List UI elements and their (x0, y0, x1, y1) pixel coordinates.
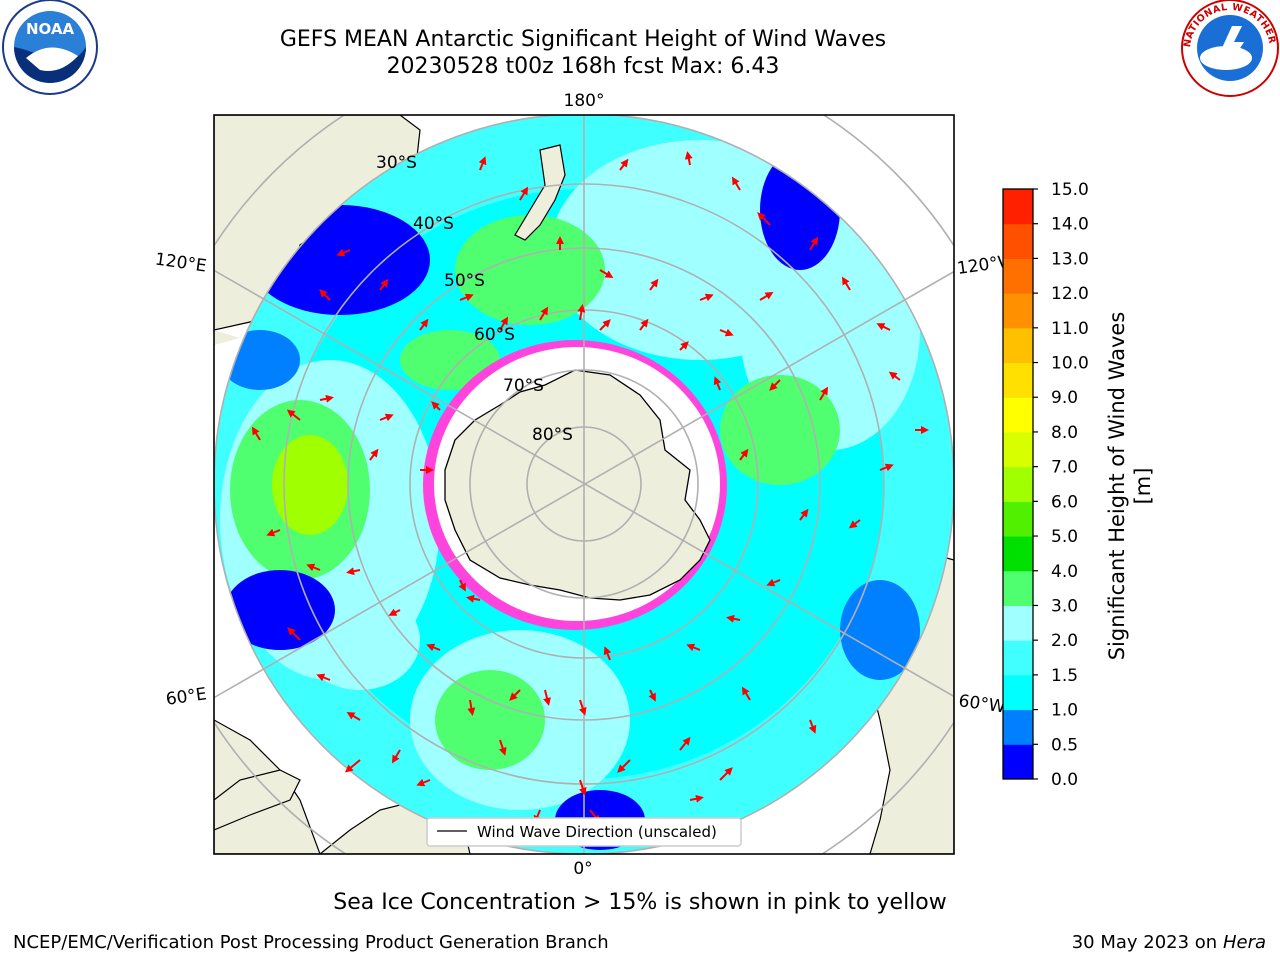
colorbar-bin (1003, 189, 1033, 225)
colorbar-bin (1003, 501, 1033, 537)
colorbar-tick-label: 10.0 (1051, 354, 1089, 374)
map-legend: Wind Wave Direction (unscaled) (426, 817, 742, 847)
sea-ice-note: Sea Ice Concentration > 15% is shown in … (333, 890, 947, 915)
colorbar-tick-label: 9.0 (1051, 388, 1078, 408)
colorbar-tick-label: 7.0 (1051, 458, 1078, 478)
page-title: GEFS MEAN Antarctic Significant Height o… (279, 27, 887, 52)
legend-label: Wind Wave Direction (unscaled) (477, 823, 717, 841)
colorbar-bin (1003, 709, 1033, 745)
page-subtitle: 20230528 t00z 168h fcst Max: 6.43 (386, 54, 780, 79)
colorbar-bin (1003, 570, 1033, 606)
nws-logo-text: NATIONAL WEATHER SERVICE (0, 0, 1277, 48)
colorbar-bin (1003, 605, 1033, 641)
footer-credit: NCEP/EMC/Verification Post Processing Pr… (13, 932, 609, 953)
colorbar-tick-label: 5.0 (1051, 527, 1078, 547)
colorbar-bin (1003, 640, 1033, 676)
colorbar-tick-label: 6.0 (1051, 492, 1078, 512)
lon-label-60e: 60°E (165, 684, 208, 709)
footer-host: Hera (1222, 932, 1266, 953)
lon-label-180: 180° (564, 91, 605, 111)
colorbar: 0.0 0.5 1.0 1.5 2.0 3.0 4.0 5.0 6.0 7.0 8.0 9.0 10.0… (1002, 180, 1089, 790)
colorbar-bin (1003, 431, 1033, 468)
lat-label-60s: 60°S (474, 325, 515, 345)
colorbar-tick-label: 13.0 (1051, 249, 1089, 269)
noaa-logo-icon: NOAA (2, 0, 98, 95)
lon-label-120e: 120°E (154, 250, 208, 277)
lat-label-30s: 30°S (376, 153, 417, 173)
colorbar-title: Significant Height of Wind Waves [m] (1105, 311, 1155, 661)
colorbar-bin (1003, 327, 1033, 364)
colorbar-tick-label: 0.0 (1051, 770, 1078, 790)
colorbar-bin (1003, 397, 1033, 433)
colorbar-frame (1002, 188, 1034, 780)
colorbar-tick-label: 4.0 (1051, 562, 1078, 582)
colorbar-bin (1003, 744, 1033, 780)
colorbar-bin (1003, 674, 1033, 711)
lat-label-80s: 80°S (532, 425, 573, 445)
colorbar-bin (1003, 258, 1033, 294)
colorbar-tick-label: 1.5 (1051, 666, 1078, 686)
svg-text:NATIONAL WEATHER SERVICE: NATIONAL WEATHER SERVICE (0, 0, 1278, 48)
colorbar-bin (1003, 293, 1033, 329)
lat-label-40s: 40°S (413, 214, 454, 234)
lon-label-60w: 60°W (957, 691, 1006, 717)
colorbar-tick-label: 1.0 (1051, 701, 1078, 721)
lat-label-50s: 50°S (444, 271, 485, 291)
colorbar-bin (1003, 223, 1033, 259)
colorbar-tick-label: 15.0 (1051, 180, 1089, 200)
colorbar-bin (1003, 536, 1033, 572)
footer-date-text: 30 May 2023 on (1071, 932, 1218, 953)
colorbar-tick-label: 0.5 (1051, 735, 1078, 755)
noaa-logo-text: NOAA (26, 20, 75, 38)
nws-logo-icon: NATIONAL WEATHER SERVICE (0, 0, 1279, 97)
footer-date: 30 May 2023 on Hera (1072, 932, 1266, 953)
colorbar-tick-label: 11.0 (1051, 319, 1089, 339)
colorbar-tick-label: 2.0 (1051, 631, 1078, 651)
map-frame (213, 114, 955, 855)
wave-direction-arrows (251, 151, 929, 824)
colorbar-bin (1003, 362, 1033, 398)
colorbar-bin (1003, 466, 1033, 502)
colorbar-tick-label: 14.0 (1051, 215, 1089, 235)
colorbar-tick-label: 8.0 (1051, 423, 1078, 443)
lon-label-0: 0° (573, 859, 592, 879)
colorbar-tick-label: 3.0 (1051, 596, 1078, 616)
lat-label-70s: 70°S (503, 376, 544, 396)
colorbar-tick-label: 12.0 (1051, 284, 1089, 304)
new-zealand-landmass (514, 144, 566, 241)
